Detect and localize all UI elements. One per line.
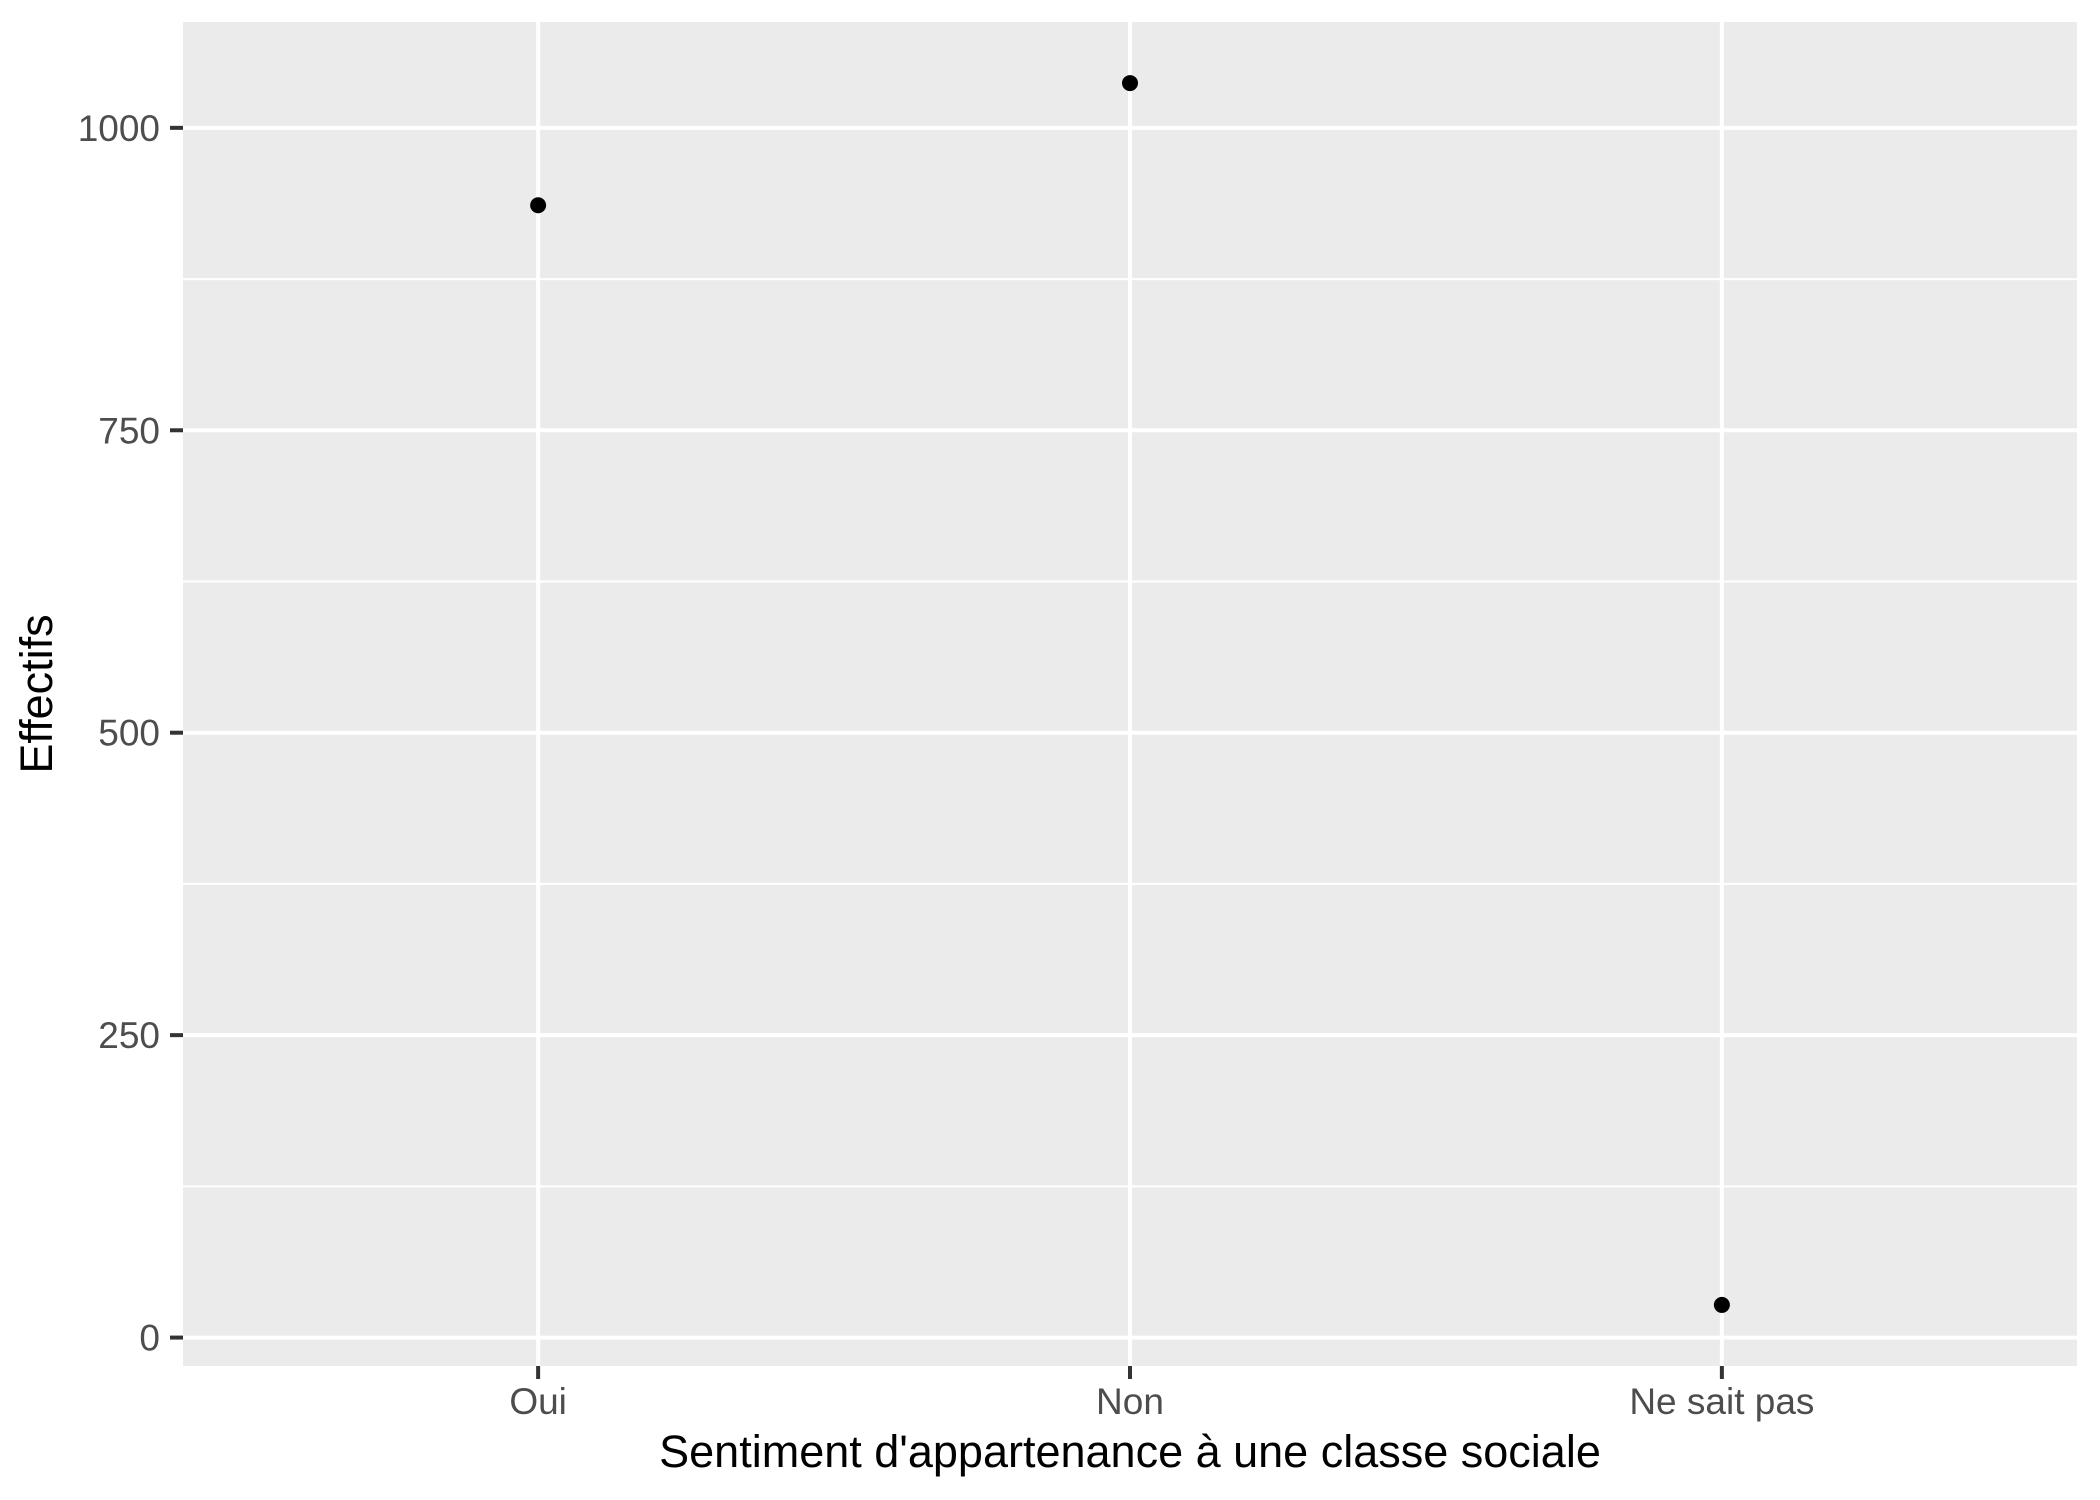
y-axis-title: Effectifs [11, 614, 62, 773]
data-point [1713, 1296, 1730, 1313]
data-point [530, 197, 547, 214]
y-axis-tick-label: 0 [139, 1318, 160, 1359]
y-axis-tick-label: 1000 [78, 108, 160, 149]
x-axis-tick-label: Ne sait pas [1629, 1381, 1814, 1422]
y-axis-tick-label: 500 [98, 713, 160, 754]
x-axis-tick-label: Oui [509, 1381, 567, 1422]
data-point [1122, 75, 1138, 92]
y-axis-tick-label: 750 [98, 410, 160, 451]
y-axis-tick-label: 250 [98, 1015, 160, 1056]
x-axis-title: Sentiment d'appartenance à une classe so… [659, 1426, 1601, 1477]
x-axis-tick-label: Non [1096, 1381, 1164, 1422]
